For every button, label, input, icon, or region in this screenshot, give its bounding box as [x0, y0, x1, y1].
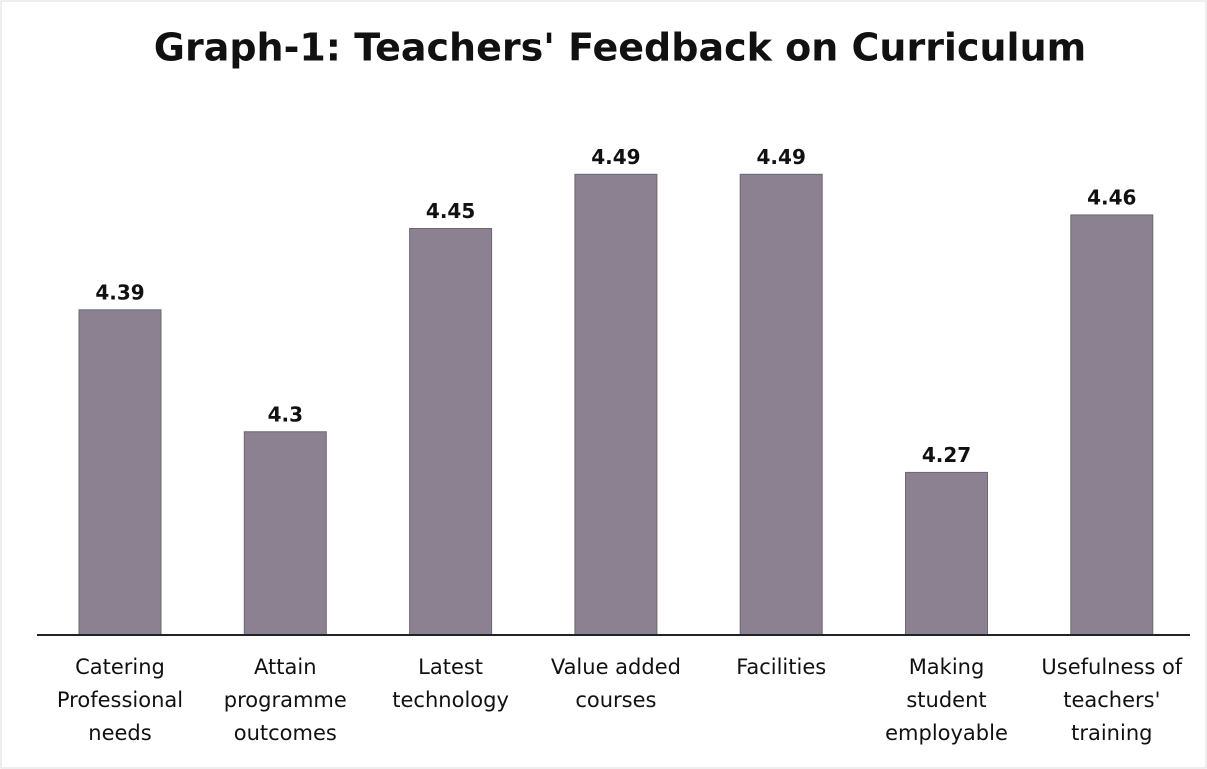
- value-label: 4.45: [426, 199, 475, 223]
- x-tick-label: teachers': [1063, 688, 1160, 712]
- x-tick-label: Attain: [254, 655, 316, 679]
- x-tick-label: student: [906, 688, 986, 712]
- x-tick-label: Facilities: [736, 655, 826, 679]
- value-label: 4.49: [757, 145, 806, 169]
- x-tick-label: outcomes: [234, 721, 337, 745]
- x-tick-label: employable: [885, 721, 1008, 745]
- x-tick-label: programme: [224, 688, 347, 712]
- x-tick-label: Catering: [75, 655, 165, 679]
- x-tick-label: Usefulness of: [1041, 655, 1182, 679]
- bar: [78, 309, 162, 636]
- value-label: 4.3: [268, 402, 303, 426]
- x-tick-label: Latest: [418, 655, 483, 679]
- x-tick-label: needs: [88, 721, 151, 745]
- x-tick-label: Value added: [551, 655, 681, 679]
- value-label: 4.49: [591, 145, 640, 169]
- bar: [574, 173, 658, 636]
- bar: [905, 471, 988, 636]
- bar: [409, 228, 493, 636]
- x-tick-label: courses: [575, 688, 656, 712]
- x-tick-label: Making: [909, 655, 985, 679]
- x-tick-label: technology: [392, 688, 509, 712]
- x-tick-label: Professional: [57, 688, 183, 712]
- value-label: 4.27: [922, 443, 971, 467]
- x-tick-label: training: [1071, 721, 1152, 745]
- bar: [1070, 214, 1154, 636]
- chart-title: Graph-1: Teachers' Feedback on Curriculu…: [154, 26, 1086, 70]
- bar: [739, 173, 823, 636]
- bar: [243, 431, 327, 636]
- value-label: 4.39: [95, 280, 144, 304]
- value-label: 4.46: [1087, 185, 1136, 209]
